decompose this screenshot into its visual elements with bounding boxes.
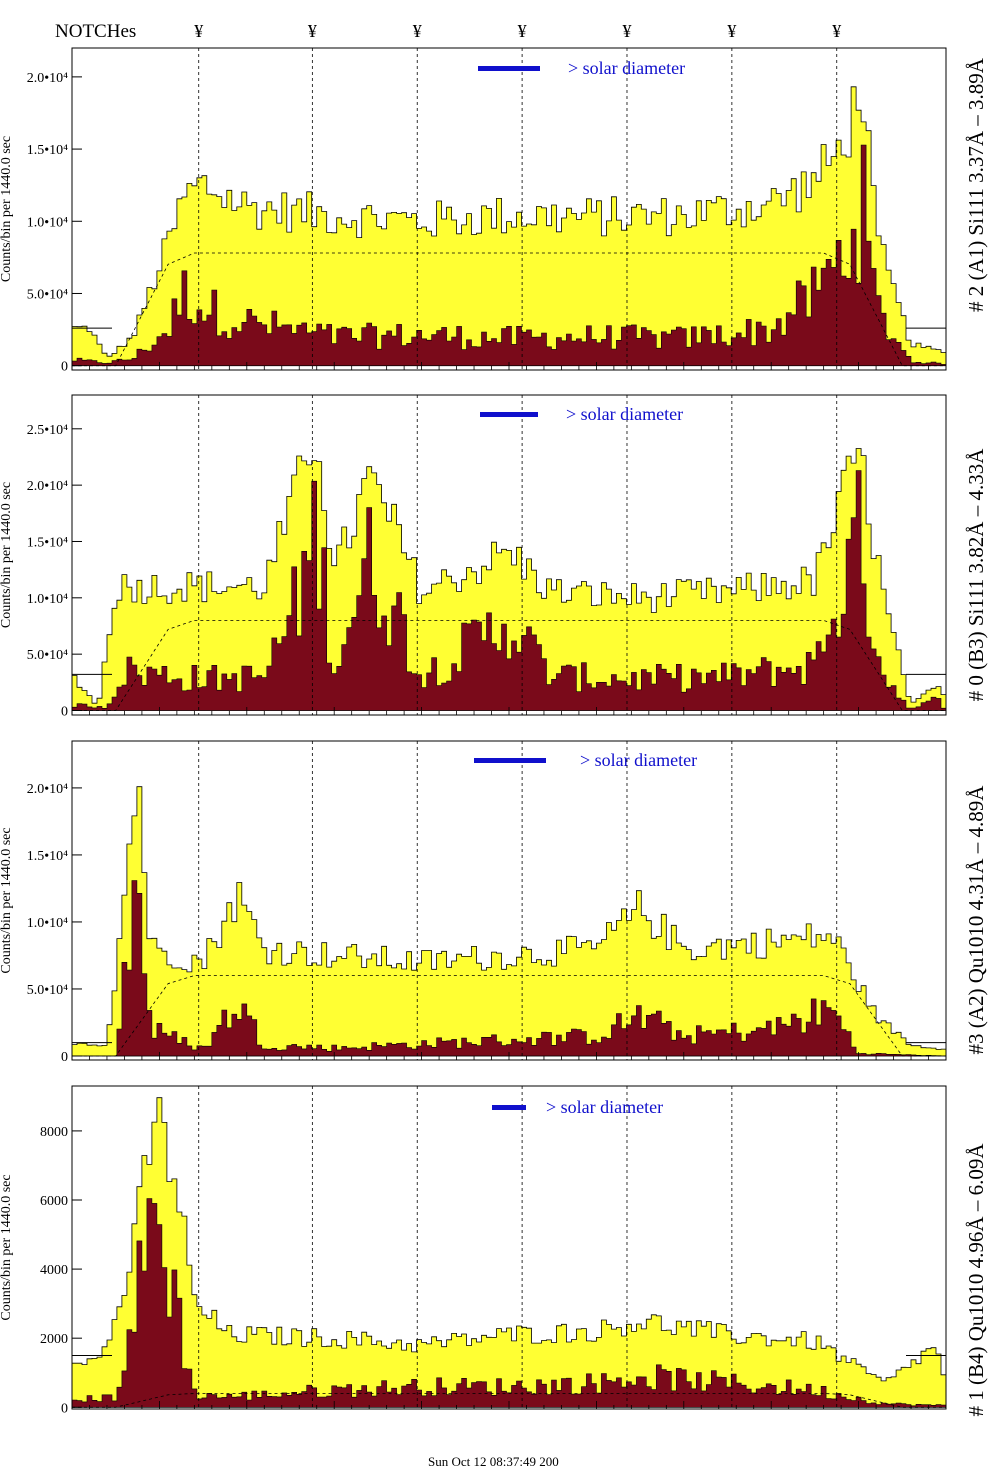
y-tick-label: 6000 [40,1194,68,1209]
y-tick-label: 4000 [40,1263,68,1278]
notch-marker-5: ¥ [622,21,631,41]
y-tick-label: 1.0•10⁴ [27,592,68,607]
chart-panel-2: 0 5.0•10⁴ 1.0•10⁴ 1.5•10⁴ 2.0•10⁴ 2.5•10⁴ Coun… [0,394,988,719]
y-tick-label: 8000 [40,1125,68,1140]
y-tick-label: 2.0•10⁴ [27,71,68,86]
signal-counts-histogram [71,144,947,366]
notches-title: NOTCHes [55,21,136,42]
panel-side-label: #3 (A2) Qu1010 4.31Å – 4.89Å [964,785,988,1055]
y-tick-label: 5.0•10⁴ [27,648,68,663]
y-tick-label: 0 [61,1050,68,1065]
notch-marker-6: ¥ [727,21,736,41]
y-tick-label: 1.5•10⁴ [27,535,68,550]
notch-marker-1: ¥ [194,21,203,41]
model-curve [72,1393,946,1408]
y-axis-label: Counts/bin per 1440.0 sec [0,482,14,628]
model-curve [72,252,946,367]
y-tick-label: 2.5•10⁴ [27,423,68,438]
solar-diameter-bar [478,66,540,71]
y-tick-label: 5.0•10⁴ [27,983,68,998]
panel-side-label: # 0 (B3) Si111 3.82Å – 4.33Å [964,448,988,702]
footer-timestamp: Sun Oct 12 08:37:49 200 [428,1454,559,1469]
solar-diameter-label: > solar diameter [566,404,683,424]
y-tick-label: 2000 [40,1332,68,1347]
notch-marker-3: ¥ [413,21,422,41]
chart-panel-4: 0 2000 4000 6000 8000 Counts/bin per 1440.0 s… [0,1085,988,1417]
y-tick-label: 2.0•10⁴ [27,479,68,494]
y-tick-label: 1.0•10⁴ [27,916,68,931]
y-axis-label: Counts/bin per 1440.0 sec [0,1174,14,1320]
chart-panel-3: 0 5.0•10⁴ 1.0•10⁴ 1.5•10⁴ 2.0•10⁴ Counts/bin … [0,740,988,1065]
y-tick-label: 1.5•10⁴ [27,849,68,864]
y-tick-label: 1.0•10⁴ [27,215,68,230]
y-tick-label: 1.5•10⁴ [27,143,68,158]
signal-counts-histogram [71,1198,947,1408]
notch-marker-2: ¥ [308,21,317,41]
signal-counts-histogram [71,470,947,711]
solar-diameter-label: > solar diameter [580,750,697,770]
notch-marker-4: ¥ [518,21,527,41]
notch-markers: ¥ ¥ ¥ ¥ ¥ ¥ ¥ [194,21,841,41]
signal-counts-histogram [71,880,947,1057]
panel-side-label: # 1 (B4) Qu1010 4.96Å – 6.09Å [964,1143,988,1417]
solar-diameter-label: > solar diameter [546,1097,663,1117]
solar-diameter-bar [492,1105,526,1110]
chart-panel-1: 0 5.0•10⁴ 1.0•10⁴ 1.5•10⁴ 2.0•10⁴ Counts/bin … [0,47,988,375]
y-tick-label: 5.0•10⁴ [27,287,68,302]
solar-diameter-label: > solar diameter [568,58,685,78]
model-curve [72,975,946,1057]
y-axis-label: Counts/bin per 1440.0 sec [0,136,14,282]
y-tick-label: 0 [61,1401,68,1416]
solar-diameter-bar [474,758,546,763]
total-counts-histogram [71,786,947,1057]
solar-diameter-bar [480,412,538,417]
panel-side-label: # 2 (A1) Si111 3.37Å – 3.89Å [964,57,988,312]
y-tick-label: 0 [61,704,68,719]
notch-marker-7: ¥ [832,21,841,41]
y-axis-label: Counts/bin per 1440.0 sec [0,827,14,973]
y-tick-label: 2.0•10⁴ [27,782,68,797]
y-tick-label: 0 [61,360,68,375]
model-curve [72,620,946,711]
panels: 0 5.0•10⁴ 1.0•10⁴ 1.5•10⁴ 2.0•10⁴ Counts/bin … [0,47,988,1417]
total-counts-histogram [71,86,947,367]
